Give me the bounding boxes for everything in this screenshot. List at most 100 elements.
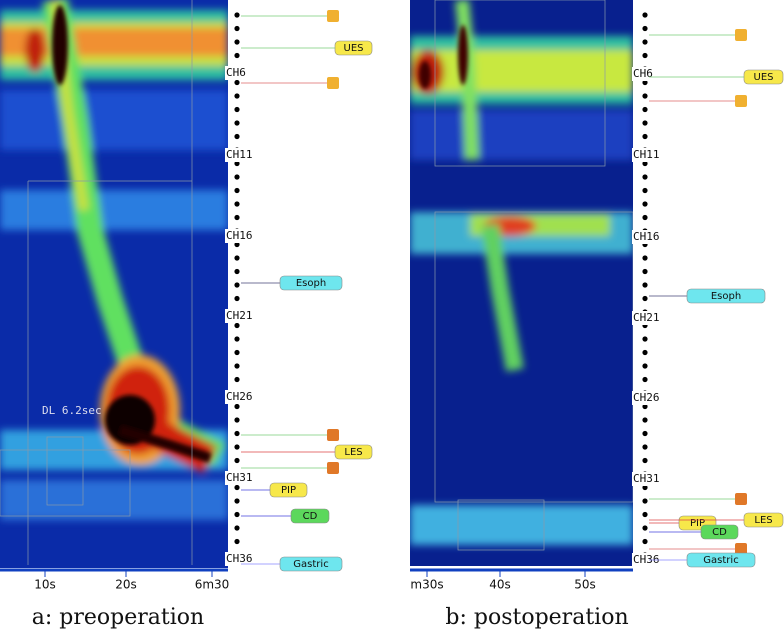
channel-dot [234,363,240,369]
channel-label: CH26 [226,390,253,403]
tag-box [269,482,308,498]
channel-dot [234,25,240,32]
channel-dot [234,538,240,545]
marker [735,543,747,555]
channel-dot [642,133,648,140]
marker [327,77,339,89]
channel-dot [234,295,240,302]
channel-dot [234,133,240,140]
tag-label: CD [303,511,318,522]
marker [327,462,339,474]
tag-label: CD [712,527,727,538]
channel-dot [642,120,648,126]
channel-dot [234,160,240,167]
time-tick-label: m30s [410,578,443,592]
channel-dot [234,187,240,194]
channel-label-bg [225,552,253,566]
channel-dot [642,268,648,275]
channel-dot [234,255,240,261]
tag-label: LES [344,447,362,458]
channel-dot [642,349,648,356]
tag-box [743,69,784,85]
channel-label: CH6 [226,66,246,79]
channel-dot [234,511,240,518]
time-tick-label: 10s [34,578,56,592]
tag-box [700,524,739,540]
channel-label-bg [225,66,253,80]
channel-dot [642,336,648,342]
channel-label: CH16 [226,229,253,242]
channel-dot [234,484,240,491]
caption: b: postoperation [445,605,628,630]
channel-dot [234,430,240,437]
channel-dot [642,444,648,450]
channel-dot [234,525,240,531]
channel-dot [642,106,648,113]
channel-dot [234,106,240,113]
tag-label: Esoph [296,278,326,289]
channel-label: CH11 [226,148,253,161]
channel-label: CH11 [633,148,660,161]
channel-dot [642,79,648,86]
channel-dot [234,417,240,423]
tag-box [743,512,784,528]
channel-label: CH21 [633,311,660,324]
caption: a: preoperation [32,605,204,630]
tag-label: LES [754,515,772,526]
channel-label-bg [632,391,660,405]
channel-dot [234,214,240,221]
heatmap-b [410,0,633,566]
channel-dot [642,25,648,32]
channel-dot [234,39,240,45]
channel-dot [234,79,240,86]
tag-box [334,40,373,56]
channel-label-bg [632,67,660,81]
channel-dot [642,363,648,369]
channel-dot [642,403,648,410]
channel-dot [234,241,240,248]
channel-label-bg [225,309,253,323]
channel-label-bg [225,148,253,162]
labels: CH6 CH11 CH16 CH21 CH26 CH31 CH36 UES Esoph LES PI… [0,10,784,630]
tag-box [279,275,343,291]
channel-label: CH21 [226,309,253,322]
channel-dot [642,174,648,180]
channel-label: CH31 [226,471,253,484]
channel-dot [642,93,648,99]
channel-dot [234,268,240,275]
channel-label-bg [225,229,253,243]
channel-dot [642,12,648,18]
channel-label: CH16 [633,230,660,243]
channel-label: CH36 [226,552,253,565]
time-tick-label: 50s [574,578,596,592]
channel-dot [234,322,240,329]
marker [735,493,747,505]
channel-dot [642,538,648,545]
tag-label: Gastric [703,555,738,566]
channel-dot [642,511,648,518]
time-tick-label: 40s [489,578,511,592]
channel-dot [642,214,648,221]
channel-dot [642,417,648,423]
channel-dot [642,187,648,194]
channel-dot [642,201,648,207]
marker [735,29,747,41]
time-tick-label: 6m30 [195,578,230,592]
channel-dot [642,295,648,302]
channel-dot [234,376,240,383]
tag-box [290,508,330,524]
channel-label-bg [632,553,660,567]
tag-label: PIP [281,485,296,496]
channel-dot [642,498,648,504]
channel-dot [642,484,648,491]
channel-dot [642,282,648,288]
annotations: DL 6.2sec [42,404,102,417]
channel-label-bg [632,148,660,162]
channel-label: CH26 [633,391,660,404]
tag-label: UES [344,43,364,54]
channel-dot [642,160,648,167]
time-tick-label: 20s [115,578,137,592]
tag-label: Gastric [293,559,328,570]
channel-dot [234,444,240,450]
